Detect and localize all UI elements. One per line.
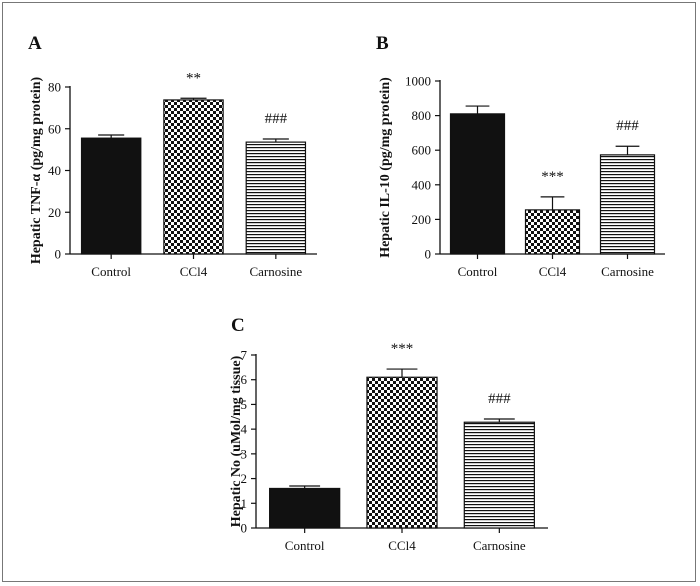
panel-a: A Hepatic TNF-α (pg/mg protein) 0 20 40 60 80 C…: [28, 33, 317, 279]
bar-carnosine: [463, 421, 535, 529]
significance-label: ***: [541, 169, 564, 185]
y-axis-label: Hepatic No (uMol/mg tissue): [229, 355, 244, 527]
significance-label: **: [186, 70, 201, 86]
y-tick-label: 400: [412, 177, 432, 192]
bar-control: [449, 113, 506, 255]
significance-label: ###: [265, 111, 288, 127]
y-axis-label: Hepatic IL-10 (pg/mg protein): [378, 77, 393, 258]
y-tick-label: 80: [48, 80, 61, 95]
bar-ccl4: [163, 99, 224, 255]
y-tick-label: 200: [412, 212, 432, 227]
y-tick-label: 2: [241, 471, 248, 486]
x-tick-label: Carnosine: [601, 264, 654, 279]
significance-label: ###: [616, 118, 639, 134]
y-tick-label: 600: [412, 143, 432, 158]
y-tick-label: 40: [48, 163, 61, 178]
y-tick-label: 6: [241, 372, 248, 387]
x-tick-label: CCl4: [539, 264, 567, 279]
panel-c: C Hepatic No (uMol/mg tissue)0 1 2 3 4 5 6 7 Cont…: [229, 315, 548, 553]
y-tick-label: 3: [241, 446, 248, 461]
x-tick-label: Carnosine: [473, 538, 526, 553]
y-tick-label: 800: [412, 108, 432, 123]
x-tick-label: Control: [91, 264, 131, 279]
x-tick-label: CCl4: [180, 264, 208, 279]
y-tick-label: 20: [48, 205, 61, 220]
panel-letter: C: [231, 315, 245, 336]
bar-control: [80, 137, 142, 255]
significance-label: ###: [488, 391, 511, 407]
y-axis-label: Hepatic TNF-α (pg/mg protein): [29, 76, 44, 264]
y-tick-label: 0: [425, 247, 432, 262]
x-tick-label: Control: [285, 538, 325, 553]
y-tick-label: 0: [241, 521, 248, 536]
panel-b: B Hepatic IL-10 (pg/mg protein) 0 200 400 600…: [376, 33, 665, 279]
bar-ccl4: [366, 376, 438, 529]
bar-ccl4: [524, 209, 581, 255]
x-tick-label: CCl4: [388, 538, 416, 553]
y-tick-label: 0: [55, 247, 62, 262]
y-tick-label: 1: [241, 496, 248, 511]
y-tick-label: 5: [241, 397, 248, 412]
bar-carnosine: [245, 141, 307, 255]
y-tick-label: 7: [241, 348, 248, 363]
x-tick-label: Control: [458, 264, 498, 279]
significance-label: ***: [391, 341, 414, 357]
bar-control: [269, 487, 341, 529]
y-tick-label: 60: [48, 121, 61, 136]
y-tick-label: 4: [241, 422, 248, 437]
x-tick-label: Carnosine: [249, 264, 302, 279]
y-tick-label: 1000: [405, 74, 431, 89]
bar-carnosine: [599, 154, 656, 255]
panel-letter: B: [376, 33, 389, 54]
panel-letter: A: [28, 33, 42, 54]
